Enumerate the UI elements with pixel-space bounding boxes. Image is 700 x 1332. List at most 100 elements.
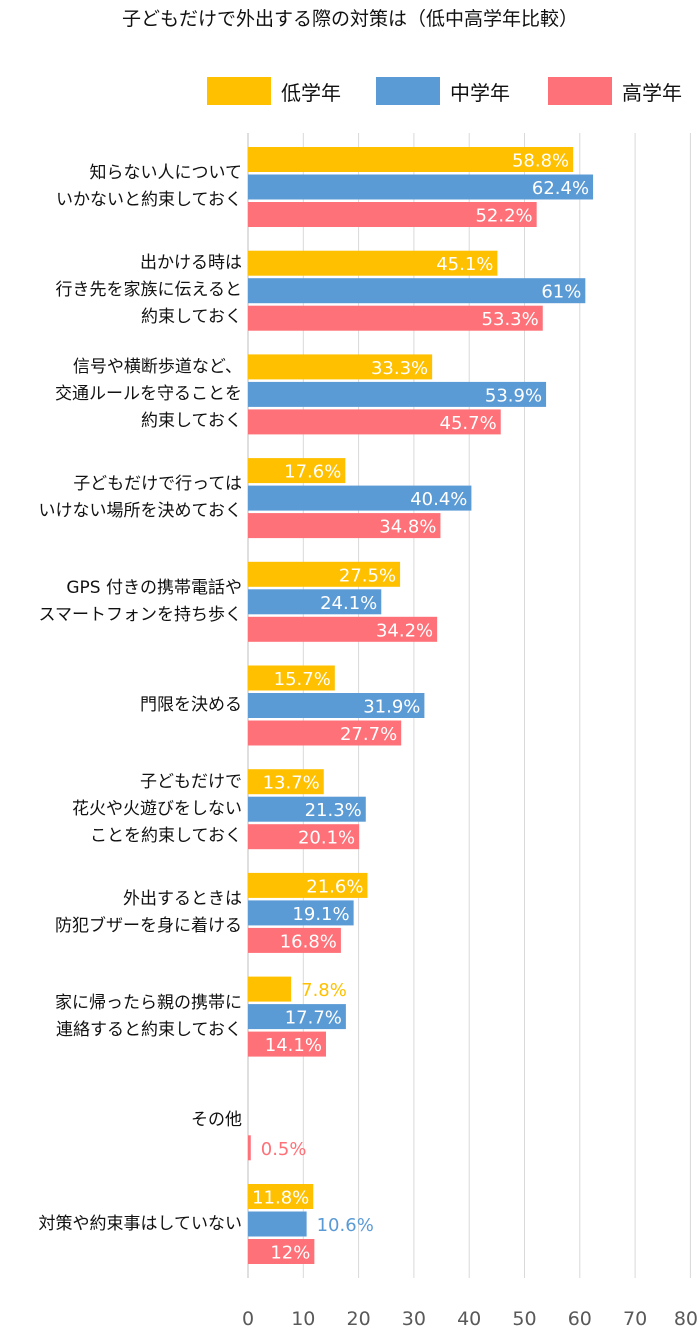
data-label: 11.8% [252,1188,309,1209]
bar [248,202,537,227]
bar [248,409,501,435]
category-label-line: 子どもだけで行っては [73,474,242,495]
legend-label-low: 低学年 [281,80,341,105]
category-label-line: 知らない人について [89,163,243,183]
x-tick-label: 80 [674,1308,698,1330]
bar [248,927,341,953]
x-tick-label: 0 [242,1308,254,1330]
category-label: 外出するときは防犯ブザーを身に着ける [2,886,242,940]
bar [248,589,382,615]
data-label: 21.3% [305,800,362,821]
bar [248,693,425,718]
data-label: 10.6% [317,1215,374,1236]
category-label: 家に帰ったら親の携帯に 連絡すると約束しておく [2,990,242,1044]
data-label: 34.2% [376,620,433,641]
data-label: 33.3% [371,358,428,379]
data-label: 61% [541,282,581,303]
data-label: 27.7% [340,724,397,745]
x-tick-label: 10 [291,1308,315,1330]
data-label: 53.3% [482,309,539,330]
category-label-line: 行き先を家族に伝えると [55,280,243,301]
category-label: 出かける時は行き先を家族に伝えると約束しておく [2,250,243,331]
x-tick-label: 60 [568,1308,592,1330]
bar [248,976,292,1002]
category-label-line: 約束しておく [141,410,242,431]
bar [248,872,368,898]
data-label: 0.5% [261,1139,307,1160]
data-label: 16.8% [280,931,337,952]
category-label-line: 花火や火遊びをしない [72,798,242,819]
category-label-line: GPS 付きの携帯電話や [66,577,242,598]
data-label: 17.7% [285,1008,342,1029]
category-label-line: いけない場所を決めておく [38,501,243,522]
data-label: 52.2% [475,206,532,227]
bar [248,561,401,587]
x-tick-label: 50 [512,1308,536,1330]
legend-item-high: 高学年 [548,76,682,106]
data-label: 19.1% [292,904,349,925]
data-label: 53.9% [485,385,542,406]
bar [248,824,360,850]
category-label-line: 信号や横断歩道など、 [72,356,242,377]
bar [248,665,335,691]
data-label: 58.8% [512,151,569,172]
category-label-line: 門限を決める [140,695,242,715]
category-label-line: その他 [191,1109,242,1130]
data-label: 31.9% [363,697,420,718]
category-label: 子どもだけで花火や火遊びをしないことを約束しておく [2,769,242,850]
data-label: 14.1% [265,1035,322,1056]
data-label: 15.7% [274,669,331,690]
legend-label-high: 高学年 [622,80,682,105]
bar [248,1184,314,1209]
data-label: 34.8% [379,517,436,538]
category-label-line: 防犯ブザーを身に着ける [55,915,242,936]
bar [248,485,472,511]
category-label-line: いかないと約束しておく [56,190,242,210]
category-label: 信号や横断歩道など、 交通ルールを守ることを 約束しておく [2,354,242,435]
bar [248,1004,346,1030]
legend-item-low: 低学年 [207,76,341,106]
bar [248,278,586,304]
data-label: 24.1% [320,593,377,614]
x-tick-label: 30 [402,1308,426,1330]
legend-swatch-mid [376,77,440,105]
data-label: 20.1% [298,828,355,849]
bar [248,513,441,539]
category-label-line: スマートフォンを持ち歩く [38,604,243,625]
bar [248,1211,307,1237]
category-label: その他 [2,1107,242,1134]
bar [248,458,346,484]
bar [248,250,498,276]
x-tick-label: 20 [347,1308,371,1330]
legend-item-mid: 中学年 [376,76,510,106]
bar [248,720,402,746]
x-tick-label: 40 [457,1308,481,1330]
bar [248,1031,326,1057]
category-label: 子どもだけで行ってはいけない場所を決めておく [2,471,243,525]
x-tick-label: 70 [623,1308,647,1330]
legend-swatch-low [207,77,271,105]
category-label-line: 子どもだけで [140,771,242,792]
category-label-line: 連絡すると約束しておく [56,1019,242,1040]
data-label: 7.8% [301,980,347,1001]
category-label-line: 出かける時は [140,253,242,274]
bar [248,354,433,380]
category-label: GPS 付きの携帯電話やスマートフォンを持ち歩く [2,575,243,629]
data-label: 45.1% [436,254,493,275]
bar [248,305,543,331]
bar [248,1135,251,1161]
category-label-line: 約束しておく [141,307,242,328]
category-label: 門限を決める [2,692,242,719]
data-label: 40.4% [410,489,467,510]
bar [248,381,547,407]
data-label: 13.7% [263,773,320,794]
category-label-line: ことを約束しておく [90,825,242,846]
bar [248,147,574,172]
data-label: 12% [270,1243,310,1264]
chart-title: 子どもだけで外出する際の対策は（低中高学年比較） [121,8,578,30]
bar [248,900,354,926]
category-label-line: 外出するときは [123,888,242,909]
bar [248,616,438,642]
